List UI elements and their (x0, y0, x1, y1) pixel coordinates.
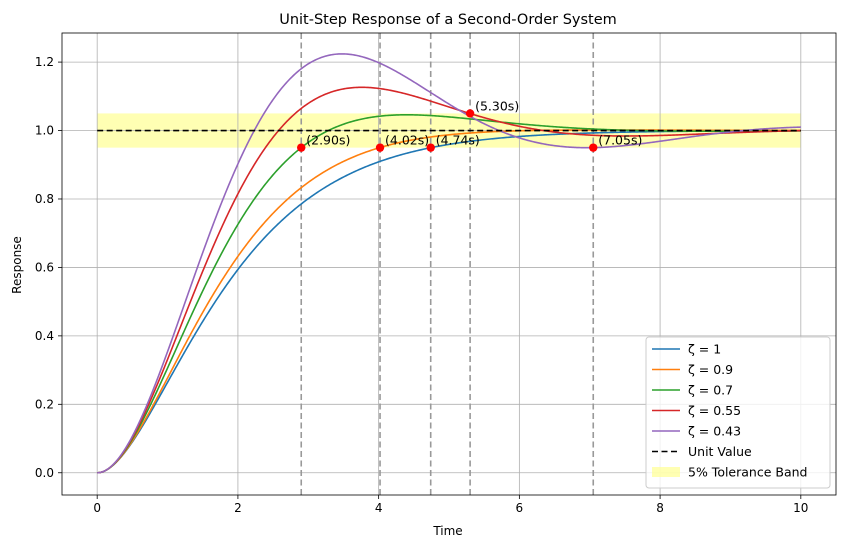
legend-label: 5% Tolerance Band (688, 465, 807, 480)
legend-label: ζ = 0.55 (688, 403, 741, 418)
legend-label: ζ = 0.7 (688, 383, 733, 398)
settling-label: (4.02s) (385, 133, 429, 148)
x-tick-label: 6 (516, 501, 524, 515)
x-axis-label: Time (432, 524, 462, 538)
chart-title: Unit-Step Response of a Second-Order Sys… (279, 12, 617, 28)
y-tick-label: 0.2 (35, 397, 54, 411)
y-axis-label: Response (10, 236, 24, 294)
y-tick-label: 0.0 (35, 466, 54, 480)
y-tick-label: 0.8 (35, 192, 54, 206)
x-tick-label: 2 (234, 501, 242, 515)
series-line (97, 53, 801, 474)
series-line (97, 86, 801, 474)
settling-marker (589, 143, 598, 152)
legend-frame (645, 336, 831, 489)
legend-label: ζ = 0.43 (688, 424, 741, 439)
plot-frame (61, 32, 837, 496)
legend-label: ζ = 1 (688, 342, 721, 357)
series-line (97, 129, 801, 474)
x-tick-label: 4 (375, 501, 383, 515)
settling-marker (426, 143, 435, 152)
x-tick-label: 8 (656, 501, 664, 515)
y-tick-label: 1.2 (35, 55, 54, 69)
settling-marker (375, 143, 385, 152)
legend: ζ = 1 ζ = 0.9 ζ = 0.7 ζ = 0.55 ζ = 0.43 Unit … (645, 336, 831, 489)
y-tick-label: 0.6 (35, 260, 54, 274)
x-tick-label: 10 (793, 501, 808, 515)
x-tick-label: 0 (93, 501, 101, 515)
settling-marker (465, 109, 475, 118)
series-line (97, 114, 801, 474)
settling-marker (297, 143, 306, 152)
legend-label: ζ = 0.9 (688, 362, 733, 377)
settling-label: (7.05s) (598, 133, 642, 148)
settling-label: (2.90s) (306, 133, 350, 148)
settling-label: (4.74s) (436, 133, 480, 148)
legend-swatch (652, 467, 680, 477)
y-tick-label: 1.0 (35, 124, 54, 138)
settling-label: (5.30s) (475, 98, 519, 113)
legend-label: Unit Value (688, 444, 752, 459)
y-tick-label: 0.4 (35, 329, 54, 343)
